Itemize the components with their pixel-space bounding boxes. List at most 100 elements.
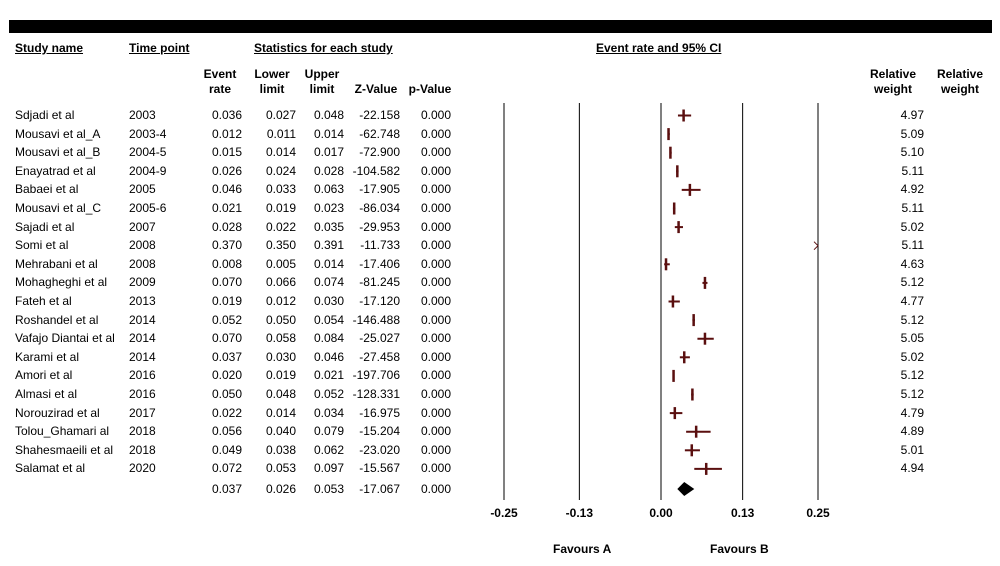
study-time: 2016 <box>129 387 156 401</box>
point-marker <box>691 388 694 401</box>
pooled-upper: 0.053 <box>313 482 344 496</box>
study-rate: 0.370 <box>211 238 242 253</box>
study-rate: 0.020 <box>211 368 242 383</box>
point-marker <box>664 258 668 271</box>
study-z: -15.567 <box>359 461 400 476</box>
study-lower: 0.022 <box>265 219 296 234</box>
study-lower: 0.048 <box>265 387 296 401</box>
study-z: -197.706 <box>352 368 400 383</box>
point-marker <box>672 369 675 382</box>
study-rate: 0.050 <box>211 387 242 401</box>
study-z: -29.953 <box>359 219 400 234</box>
study-z: -146.488 <box>352 312 400 327</box>
study-time: 2016 <box>129 368 156 383</box>
study-weight: 5.12 <box>900 368 924 383</box>
study-time: 2018 <box>129 442 156 457</box>
study-name: Sdjadi et al <box>15 108 75 122</box>
point-marker <box>682 351 686 364</box>
study-z: -17.905 <box>359 182 400 197</box>
study-time: 2009 <box>129 275 156 290</box>
tick-label: 0.13 <box>731 506 755 520</box>
z-value-header: Z-Value <box>354 82 398 96</box>
study-time: 2020 <box>129 461 156 476</box>
study-p: 0.000 <box>421 201 452 215</box>
study-lower: 0.053 <box>265 461 296 476</box>
study-weight: 4.92 <box>900 182 924 197</box>
study-upper: 0.054 <box>313 312 344 327</box>
study-weight: 5.09 <box>900 126 924 141</box>
study-weight: 5.01 <box>900 442 924 457</box>
point-marker <box>676 165 679 178</box>
study-name: Babaei et al <box>15 182 79 197</box>
point-marker <box>703 276 707 289</box>
study-upper: 0.052 <box>313 387 344 401</box>
study-upper: 0.063 <box>313 182 344 197</box>
study-time: 2004-5 <box>129 145 167 160</box>
study-weight: 5.12 <box>900 387 924 401</box>
study-weight: 4.63 <box>900 256 924 271</box>
point-marker <box>677 221 680 234</box>
study-name: Mehrabani et al <box>15 256 98 271</box>
study-lower: 0.027 <box>265 108 296 122</box>
study-time: 2014 <box>129 331 156 346</box>
study-rate: 0.052 <box>211 312 242 327</box>
point-marker <box>667 128 670 141</box>
study-p: 0.000 <box>421 219 452 234</box>
favours-a-label: Favours A <box>553 542 612 556</box>
tick-label: -0.25 <box>490 506 518 520</box>
study-z: -128.331 <box>352 387 400 401</box>
study-z: -15.204 <box>359 424 400 439</box>
study-name: Mousavi et al_A <box>15 126 101 141</box>
study-z: -104.582 <box>352 163 400 178</box>
study-time: 2014 <box>129 349 156 364</box>
study-upper: 0.074 <box>313 275 344 290</box>
study-lower: 0.030 <box>265 349 296 364</box>
study-upper: 0.046 <box>313 349 344 364</box>
study-z: -81.245 <box>359 275 400 290</box>
study-weight: 5.11 <box>901 163 924 178</box>
point-marker <box>671 295 675 308</box>
study-z: -72.900 <box>359 145 400 160</box>
study-weight: 4.77 <box>900 294 924 308</box>
point-marker <box>673 407 677 420</box>
study-upper: 0.079 <box>313 424 344 439</box>
study-rate: 0.072 <box>211 461 242 476</box>
study-rate: 0.056 <box>211 424 242 439</box>
study-upper: 0.014 <box>313 126 344 141</box>
study-time: 2003-4 <box>129 126 167 141</box>
point-marker <box>703 332 707 345</box>
study-time: 2018 <box>129 424 156 439</box>
point-marker <box>704 462 708 475</box>
study-upper: 0.097 <box>313 461 344 476</box>
study-name: Shahesmaeili et al <box>15 442 114 457</box>
study-name: Vafajo Diantai et al <box>15 331 115 346</box>
study-z: -17.120 <box>359 294 400 308</box>
tick-label: 0.00 <box>649 506 673 520</box>
pooled-diamond <box>677 482 695 496</box>
study-z: -27.458 <box>359 349 400 364</box>
study-time: 2003 <box>129 108 156 122</box>
study-lower: 0.005 <box>265 256 296 271</box>
study-lower: 0.050 <box>265 312 296 327</box>
relative-weight-header: Relative weight <box>869 67 917 96</box>
study-p: 0.000 <box>421 387 452 401</box>
study-name: Mousavi et al_B <box>15 145 101 160</box>
time-point-header: Time point <box>129 41 190 55</box>
pooled-lower: 0.026 <box>265 482 296 496</box>
study-z: -86.034 <box>359 201 400 215</box>
favours-b-label: Favours B <box>710 542 769 556</box>
study-weight: 4.94 <box>900 461 924 476</box>
study-name: Norouzirad et al <box>15 405 100 420</box>
header-bar <box>9 20 992 33</box>
study-rate: 0.036 <box>211 108 242 122</box>
study-upper: 0.062 <box>313 442 344 457</box>
study-p: 0.000 <box>421 108 452 122</box>
study-upper: 0.048 <box>313 108 344 122</box>
study-upper: 0.017 <box>313 145 344 160</box>
study-lower: 0.019 <box>265 201 296 215</box>
study-rate: 0.070 <box>211 331 242 346</box>
study-weight: 4.79 <box>900 405 924 420</box>
study-weight: 5.05 <box>900 331 924 346</box>
study-name: Amori et al <box>15 368 73 383</box>
study-rate: 0.028 <box>211 219 242 234</box>
